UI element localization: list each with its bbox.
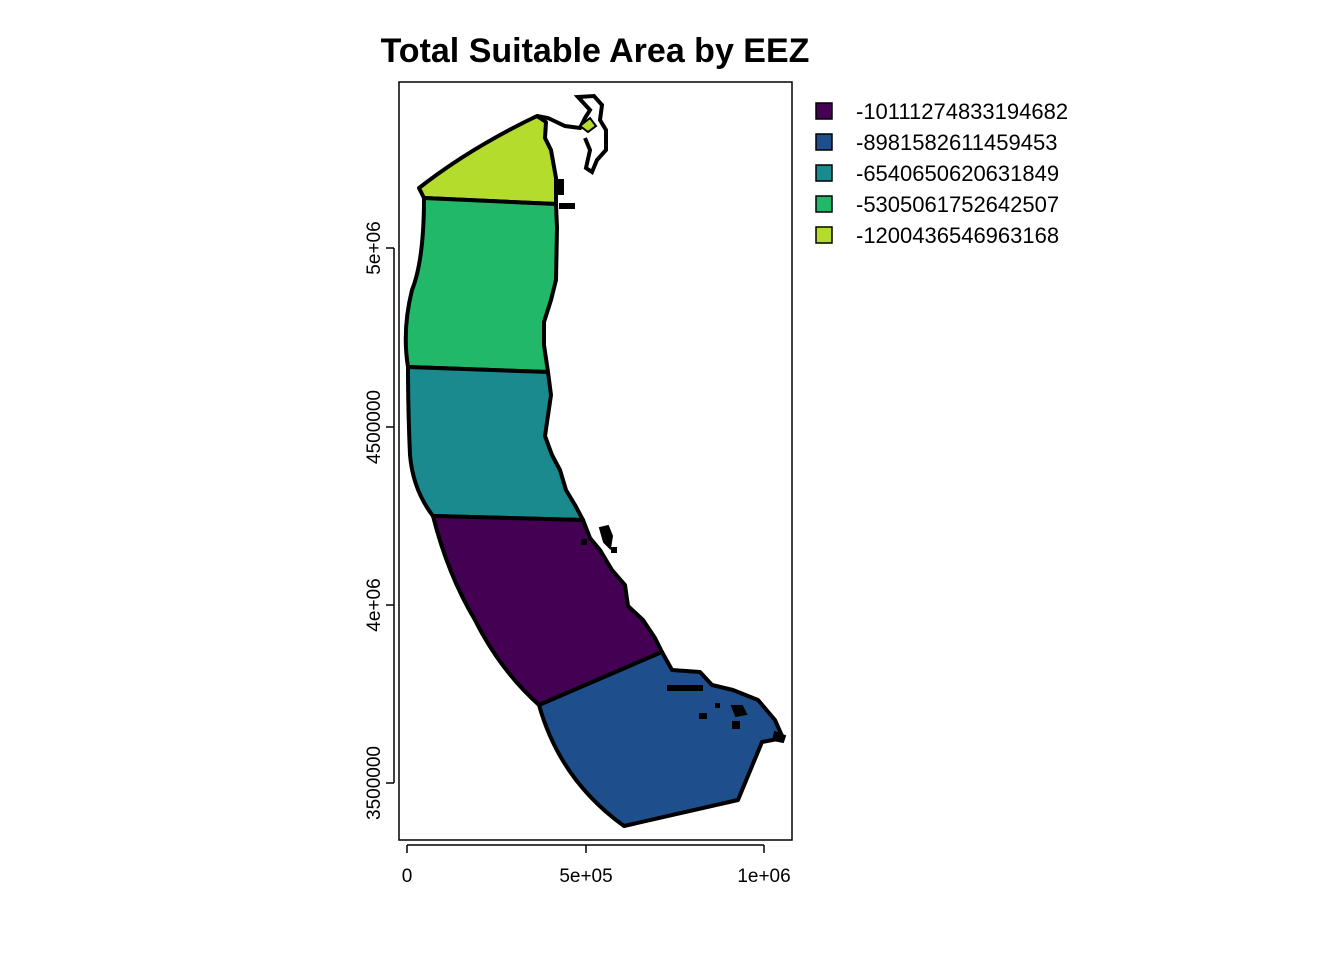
x-tick-label: 5e+05 — [559, 866, 612, 887]
island — [598, 524, 614, 551]
region-south-central — [431, 514, 664, 707]
island — [730, 705, 748, 718]
north-coast-detail — [536, 93, 608, 176]
legend-swatch — [815, 164, 833, 182]
y-tick-label: 4500000 — [364, 390, 385, 464]
y-tick-label: 5e+06 — [364, 221, 385, 274]
region-south — [537, 650, 785, 828]
island — [581, 539, 587, 545]
island — [699, 713, 707, 719]
y-tick-label: 3500000 — [364, 746, 385, 820]
island — [732, 721, 740, 729]
region-north-central — [403, 196, 559, 374]
island — [715, 703, 720, 708]
legend: -10111274833194682 -8981582611459453 -65… — [815, 99, 1068, 248]
islands — [556, 179, 787, 744]
x-tick-label: 1e+06 — [737, 866, 790, 887]
island — [667, 685, 703, 691]
legend-label: -1200436546963168 — [856, 223, 1059, 248]
legend-swatch — [815, 133, 833, 151]
legend-label: -6540650620631849 — [856, 161, 1059, 186]
legend-label: -5305061752642507 — [856, 192, 1059, 217]
legend-swatch — [815, 102, 833, 120]
y-axis: 3500000 4e+06 4500000 5e+06 — [364, 221, 395, 820]
plot-frame — [398, 81, 793, 841]
north-cape-fill — [578, 116, 598, 134]
region-north — [417, 114, 558, 206]
legend-label: -10111274833194682 — [856, 99, 1068, 124]
island — [556, 179, 564, 195]
chart-title: Total Suitable Area by EEZ — [381, 32, 810, 70]
legend-swatch — [815, 195, 833, 213]
region-central — [406, 365, 585, 522]
island — [559, 203, 575, 209]
map-regions — [403, 93, 785, 828]
legend-swatch — [815, 226, 833, 244]
legend-label: -8981582611459453 — [856, 130, 1057, 155]
y-tick-label: 4e+06 — [364, 578, 385, 631]
x-tick-label: 0 — [402, 866, 413, 887]
island — [611, 547, 617, 553]
x-axis: 0 5e+05 1e+06 — [402, 844, 791, 887]
island — [771, 730, 787, 744]
